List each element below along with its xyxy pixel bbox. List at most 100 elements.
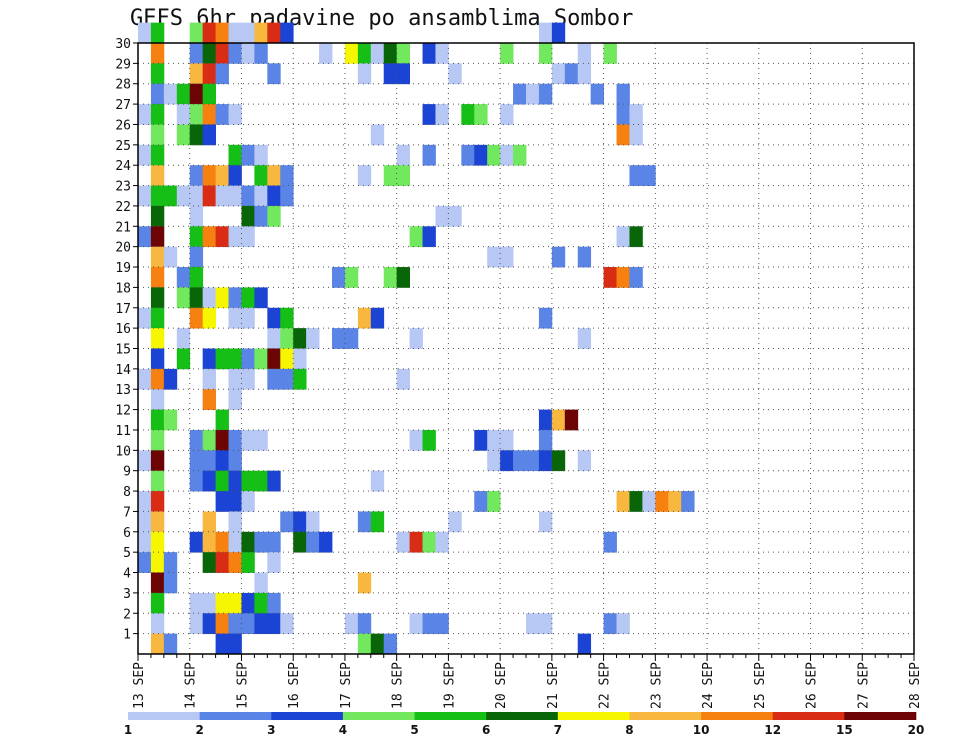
heatmap-cell	[409, 328, 423, 349]
x-tick-label: 17 SEP	[339, 662, 354, 709]
heatmap-cell	[370, 511, 385, 533]
heatmap-cell	[189, 63, 204, 85]
heatmap-cell	[370, 470, 385, 492]
heatmap-cell	[202, 450, 216, 472]
heatmap-cell	[138, 531, 152, 553]
heatmap-cell	[538, 43, 553, 64]
heatmap-cell	[280, 328, 294, 349]
heatmap-cell	[577, 450, 592, 472]
y-tick-label: 7	[123, 505, 131, 520]
heatmap-cell	[150, 124, 165, 146]
heatmap-cell	[189, 124, 204, 146]
heatmap-cell	[267, 470, 281, 492]
heatmap-cell	[435, 43, 449, 64]
heatmap-cell	[513, 83, 527, 105]
heatmap-cell	[409, 226, 423, 248]
colorbar-label: 2	[195, 723, 203, 737]
heatmap-cell	[383, 165, 398, 186]
heatmap-cell	[448, 511, 462, 533]
heatmap-cell	[603, 613, 617, 635]
heatmap-cell	[422, 144, 436, 166]
heatmap-cell	[293, 531, 307, 553]
heatmap-cell	[189, 83, 204, 105]
heatmap-cell	[448, 63, 462, 85]
heatmap-cell	[176, 328, 191, 349]
heatmap-cell	[215, 633, 229, 655]
heatmap-cell	[150, 287, 165, 309]
heatmap-cell	[150, 185, 165, 207]
colorbar-label: 20	[908, 723, 925, 737]
y-tick-label: 21	[115, 220, 131, 235]
heatmap-cell	[500, 104, 514, 125]
heatmap-cell	[422, 531, 436, 553]
heatmap-cell	[267, 165, 281, 186]
heatmap-cell	[332, 267, 346, 288]
heatmap-cell	[150, 429, 165, 451]
y-tick-label: 19	[115, 261, 131, 276]
x-tick-label: 21 SEP	[546, 662, 561, 709]
heatmap-cell	[189, 592, 204, 614]
heatmap-cell	[241, 368, 255, 390]
heatmap-cell	[189, 613, 204, 635]
heatmap-cell	[150, 246, 165, 268]
heatmap-cell	[176, 185, 191, 207]
heatmap-cell	[306, 328, 320, 349]
heatmap-cell	[241, 226, 255, 248]
heatmap-cell	[254, 348, 268, 370]
colorbar-segment	[199, 712, 272, 720]
heatmap-cell	[176, 267, 191, 288]
colorbar-segment	[128, 712, 200, 720]
heatmap-cell	[538, 613, 553, 635]
colorbar-label: 12	[764, 723, 781, 737]
heatmap-cell	[215, 491, 229, 512]
heatmap-cell	[163, 633, 178, 655]
heatmap-cell	[202, 104, 216, 125]
y-tick-label: 2	[123, 607, 131, 622]
heatmap-cell	[319, 531, 333, 553]
heatmap-cell	[163, 409, 178, 431]
heatmap-cell	[267, 22, 281, 44]
heatmap-cell	[215, 22, 229, 44]
heatmap-cell	[138, 450, 152, 472]
y-tick-label: 23	[115, 180, 131, 195]
heatmap-cell	[228, 429, 242, 451]
heatmap-cell	[215, 43, 229, 64]
heatmap-cell	[241, 205, 255, 227]
heatmap-cell	[176, 124, 191, 146]
heatmap-cell	[267, 368, 281, 390]
y-tick-label: 30	[115, 37, 131, 52]
heatmap-cell	[150, 531, 165, 553]
y-tick-label: 29	[115, 57, 131, 72]
heatmap-cell	[254, 287, 268, 309]
heatmap-cell	[344, 613, 359, 635]
heatmap-cell	[189, 450, 204, 472]
heatmap-cell	[150, 368, 165, 390]
heatmap-cell	[616, 104, 630, 125]
heatmap-cell	[370, 633, 385, 655]
heatmap-cell	[189, 267, 204, 288]
heatmap-cell	[202, 83, 216, 105]
heatmap-cell	[577, 63, 592, 85]
heatmap-cell	[267, 205, 281, 227]
heatmap-cell	[228, 389, 242, 410]
colorbar-segment	[557, 712, 630, 720]
heatmap-cell	[138, 552, 152, 573]
heatmap-cell	[215, 552, 229, 573]
heatmap-cell	[241, 429, 255, 451]
heatmap-cell	[189, 287, 204, 309]
heatmap-cell	[202, 613, 216, 635]
heatmap-cell	[616, 491, 630, 512]
y-tick-label: 10	[115, 444, 131, 459]
heatmap-cell	[189, 470, 204, 492]
heatmap-cell	[150, 348, 165, 370]
heatmap-cell	[138, 185, 152, 207]
heatmap-cell	[344, 43, 359, 64]
y-tick-label: 16	[115, 322, 131, 337]
heatmap-cell	[228, 287, 242, 309]
heatmap-cell	[655, 491, 669, 512]
heatmap-cell	[163, 552, 178, 573]
heatmap-cell	[228, 491, 242, 512]
x-tick-label: 22 SEP	[598, 662, 613, 709]
heatmap-cell	[241, 287, 255, 309]
